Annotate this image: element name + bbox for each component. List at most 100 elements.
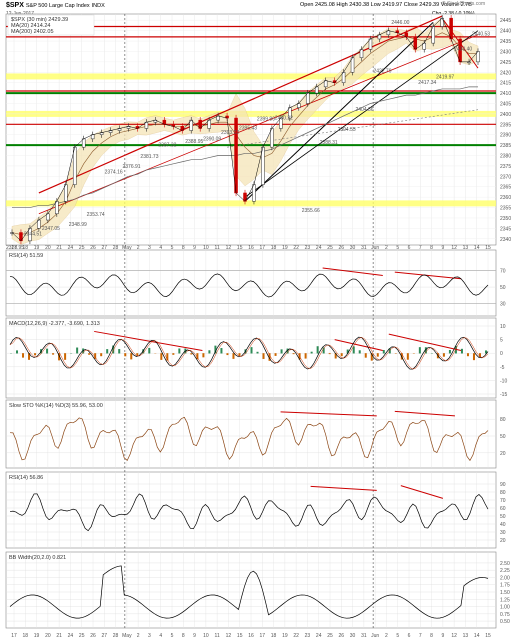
macd-histogram-bar [364,353,367,358]
macd-divergence-1 [94,330,203,351]
x-tick-label-top: 26 [339,245,345,251]
x-tick-label-top: 9 [193,245,196,251]
x-tick-label-top: 8 [430,245,433,251]
y-tick-label: 2375 [500,164,511,170]
macd-histogram-bar [442,353,445,357]
candle-body [270,128,274,148]
x-tick-label-top: 5 [396,245,399,251]
price-label: 2348.99 [69,222,87,228]
x-tick-label-top: 2 [137,245,140,251]
x-tick-label: 15 [237,633,243,639]
y-tick-label: 70 [500,498,506,504]
price-label: 2394.55 [338,127,356,133]
y-tick-label: 70 [500,268,506,274]
ma20-line [11,32,478,235]
x-tick-label: 7 [419,633,422,639]
y-tick-label: 2340 [500,237,511,243]
macd-histogram-bar [100,353,103,357]
macd-histogram-bar [418,347,421,354]
open-value: Open 2425.08 [300,2,335,8]
y-tick-label: 0.50 [500,619,510,625]
x-tick-label: 2 [137,633,140,639]
macd-histogram-bar [148,347,151,354]
x-tick-label-top: 3 [148,245,151,251]
price-label: 2422.79 [373,68,391,74]
rsi-line [9,273,489,298]
support-zone [6,73,496,80]
panel-title-rsi2: RSI(14) 56.86 [9,475,43,481]
price-label: 2388.31 [320,140,338,146]
y-tick-label: 2380 [500,154,511,160]
candle-body [64,184,68,202]
macd-histogram-bar [22,353,25,358]
macd-histogram-bar [178,348,181,354]
close-value: Close 2429.39 [403,2,440,8]
x-tick-label-top: 19 [282,245,288,251]
ma200-line [12,86,478,208]
price-label: 2433.40 [454,46,472,52]
low-value: Low 2419.97 [370,2,403,8]
y-tick-label: -5 [500,365,505,371]
y-tick-label: 0 [500,351,503,357]
macd-histogram-bar [226,353,229,356]
x-tick-label: 10 [203,633,209,639]
y-tick-label: 2345 [500,226,511,232]
candle-body [261,146,265,185]
macd-histogram-bar [316,346,319,354]
x-tick-label-top: 7 [419,245,422,251]
sto-divergence-1 [280,411,377,417]
price-label: 2393.22 [221,130,239,136]
x-tick-label: 23 [305,633,311,639]
macd-histogram-bar [106,349,109,354]
y-tick-label: 20 [500,538,506,544]
candle-body [350,57,355,73]
support-zone [6,200,496,207]
y-tick-label: 2445 [500,18,511,24]
x-tick-label-top: 4 [159,245,162,251]
x-tick-label-top: 21 [56,245,62,251]
macd-histogram-bar [52,353,55,355]
macd-histogram-bar [382,350,385,354]
sto-divergence-2 [394,410,455,417]
macd-histogram-bar [358,350,361,354]
x-tick-label: 5 [396,633,399,639]
y-tick-label: 90 [500,482,506,488]
x-tick-label-top: 17 [260,245,266,251]
symbol-title: $SPX S&P 500 Large Cap Index INDX [6,2,105,9]
x-tick-label: 18 [271,633,277,639]
x-tick-label-top: 13 [463,245,469,251]
y-tick-label: 2395 [500,122,511,128]
macd-histogram-bar [484,350,487,354]
x-tick-label-top: 16 [248,245,254,251]
x-tick-label: 27 [102,633,108,639]
x-tick-label: 19 [34,633,40,639]
price-label: 2328.95 [6,245,24,251]
x-tick-label-top: 8 [182,245,185,251]
macd-histogram-bar [250,347,253,354]
price-label: 2355.66 [302,208,320,214]
x-tick-label: 15 [485,633,491,639]
macd-histogram-bar [160,353,163,360]
sto-k-line [9,416,489,462]
y-tick-label: 0.75 [500,612,510,618]
macd-line [9,336,489,370]
y-tick-label: 2435 [500,39,511,45]
x-tick-label-top: 24 [316,245,322,251]
price-label: 2388.95 [185,139,203,145]
x-tick-label: 17 [260,633,266,639]
x-tick-label: 25 [79,633,85,639]
x-tick-label-top: 25 [79,245,85,251]
x-tick-label: 2 [385,633,388,639]
x-tick-label-top: 12 [451,245,457,251]
price-label: 2446.00 [391,20,409,26]
macd-histogram-bar [28,353,31,360]
y-tick-label: 5 [500,338,503,344]
x-tick-label: 3 [148,633,151,639]
macd-histogram-bar [214,345,217,354]
x-tick-label-top: 15 [485,245,491,251]
price-label: 2344.51 [24,231,42,237]
y-tick-label: 2410 [500,91,511,97]
price-label: 2353.74 [87,212,105,218]
x-tick-label: 6 [408,633,411,639]
symbol-name: S&P 500 Large Cap Index [25,3,90,9]
